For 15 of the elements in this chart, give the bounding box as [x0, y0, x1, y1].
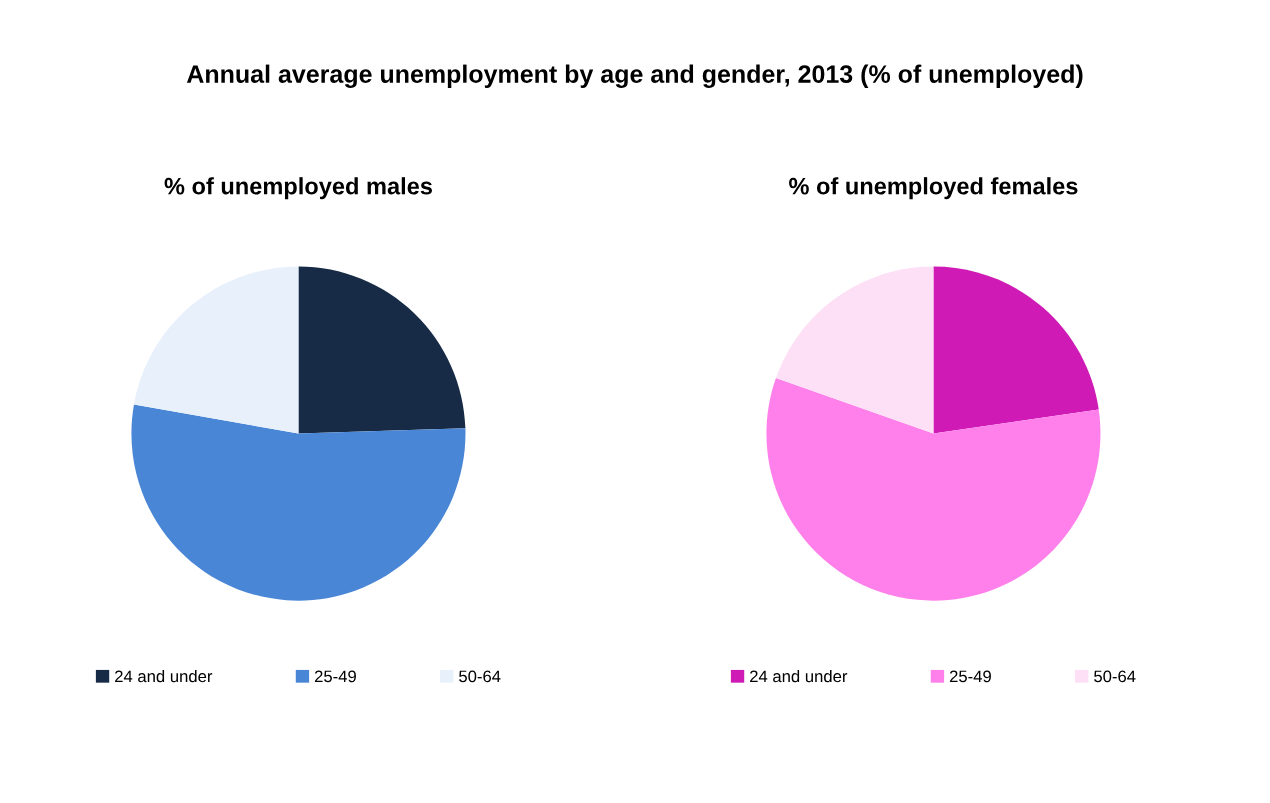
pie-slice	[134, 266, 299, 434]
pie-slice	[766, 378, 1101, 601]
pie-slice	[298, 266, 466, 434]
legend-label: 24 and under	[115, 670, 213, 683]
pie-slice	[933, 266, 1099, 434]
chart-title: % of unemployed males	[164, 177, 432, 200]
legend-label: 24 and under	[750, 670, 848, 683]
text: Annual average unemployment by age and gender, 2013 (% of unemployed)	[186, 64, 1083, 88]
chart-title: % of unemployed females	[789, 177, 1078, 200]
pie-slice	[131, 404, 466, 601]
pie-slice	[775, 266, 934, 434]
legend-label: 25-49	[314, 670, 356, 683]
legend-label: 25-49	[949, 670, 991, 683]
legend-label: 50-64	[1094, 670, 1136, 683]
legend-label: 50-64	[459, 670, 501, 683]
